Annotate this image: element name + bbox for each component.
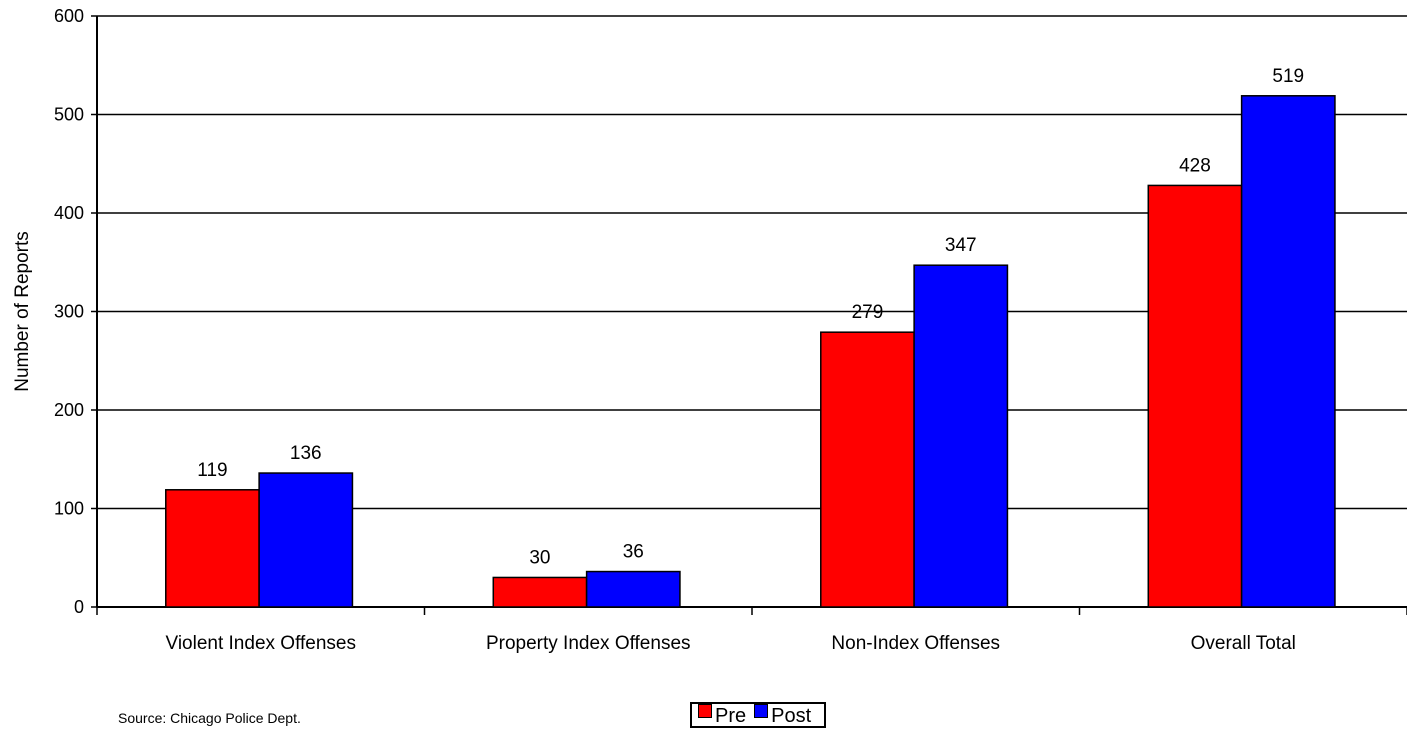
- y-tick-label-0: 0: [74, 597, 84, 617]
- y-tick-label-300: 300: [54, 302, 84, 322]
- data-label-post-0: 136: [290, 443, 322, 464]
- category-label-2: Non-Index Offenses: [831, 633, 1000, 654]
- y-tick-label-600: 600: [54, 6, 84, 26]
- data-label-post-1: 36: [623, 542, 644, 563]
- y-tick-label-100: 100: [54, 499, 84, 519]
- legend-label-pre: Pre: [715, 705, 747, 727]
- legend-label-post: Post: [771, 705, 812, 727]
- y-tick-label-500: 500: [54, 105, 84, 125]
- legend-item-pre: Pre: [698, 704, 746, 726]
- data-label-pre-2: 279: [852, 302, 884, 323]
- bar-pre-0: [165, 489, 260, 608]
- data-label-post-3: 519: [1272, 66, 1304, 87]
- data-label-pre-0: 119: [197, 460, 227, 481]
- bar-pre-3: [1147, 184, 1243, 608]
- bar-post-1: [585, 570, 681, 608]
- category-label-0: Violent Index Offenses: [166, 633, 356, 654]
- legend: Pre Post: [690, 702, 826, 728]
- data-label-post-2: 347: [945, 235, 977, 256]
- legend-swatch-pre: [698, 704, 712, 718]
- bar-post-3: [1240, 95, 1336, 608]
- category-label-1: Property Index Offenses: [486, 633, 691, 654]
- data-label-pre-3: 428: [1179, 155, 1211, 176]
- y-tick-label-200: 200: [54, 400, 84, 420]
- category-label-3: Overall Total: [1191, 633, 1296, 654]
- data-label-pre-1: 30: [529, 547, 550, 568]
- legend-swatch-post: [754, 704, 769, 718]
- bar-post-2: [913, 264, 1009, 608]
- legend-item-post: Post: [754, 704, 811, 726]
- y-axis-title: Number of Reports: [12, 231, 33, 392]
- y-tick-label-400: 400: [54, 203, 84, 223]
- bar-post-0: [258, 472, 354, 608]
- bar-pre-1: [492, 576, 588, 608]
- source-note: Source: Chicago Police Dept.: [118, 710, 301, 726]
- bar-pre-2: [820, 331, 915, 608]
